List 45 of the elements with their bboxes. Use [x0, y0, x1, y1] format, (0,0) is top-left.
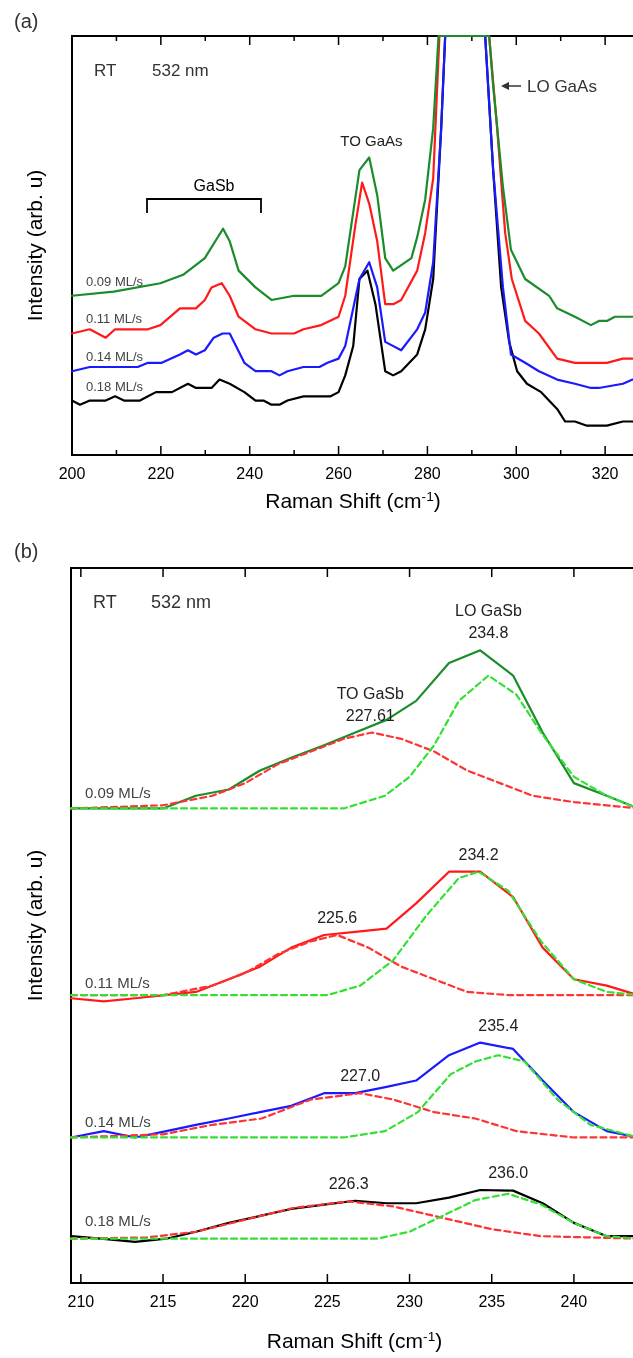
- series-label: 0.14 ML/s: [85, 1113, 151, 1131]
- annotation: GaSb: [193, 177, 235, 194]
- x-tick-label: 300: [502, 465, 530, 482]
- x-tick-label: 220: [147, 465, 175, 482]
- annotation: 226.3: [328, 1175, 369, 1193]
- annotation: TO GaSb: [336, 684, 405, 702]
- series-label: 0.09 ML/s: [85, 784, 151, 802]
- series-label: 0.11 ML/s: [85, 974, 150, 992]
- x-tick-label: 220: [231, 1293, 259, 1310]
- annotation: 227.0: [340, 1067, 381, 1085]
- chart-title: (a): [14, 10, 39, 32]
- annotation: LO GaSb: [455, 602, 522, 620]
- annotation: LO GaAs: [527, 77, 597, 96]
- annotation: RT: [94, 61, 117, 80]
- annotation: 532 nm: [152, 61, 209, 80]
- annotation: TO GaAs: [340, 131, 403, 149]
- x-tick-label: 235: [478, 1293, 506, 1310]
- annotation: 234.8: [468, 624, 509, 642]
- x-tick-label: 215: [149, 1293, 177, 1310]
- annotation: 235.4: [478, 1016, 519, 1034]
- series-label: 0.14 ML/s: [86, 349, 144, 365]
- chart-title: (b): [14, 540, 39, 562]
- series-label: 0.11 ML/s: [86, 311, 143, 327]
- x-tick-label: 225: [314, 1293, 341, 1310]
- x-tick-label: 240: [560, 1293, 588, 1310]
- x-tick-label: 260: [325, 465, 353, 482]
- series-label: 0.18 ML/s: [85, 1212, 151, 1230]
- text: RT: [93, 592, 117, 612]
- series-label: 0.18 ML/s: [86, 378, 144, 394]
- x-tick-label: 210: [67, 1293, 95, 1310]
- text: 532 nm: [151, 592, 212, 612]
- x-tick-label: 280: [414, 465, 441, 482]
- y-axis-title: Intensity (arb. u): [23, 169, 46, 322]
- x-axis-title: Raman Shift (cm$^{-1}$): [266, 1328, 443, 1352]
- annotation: 234.2: [458, 845, 499, 863]
- x-axis-title: Raman Shift (cm$^{-1}$): [265, 488, 441, 512]
- annotation: 227.61: [345, 706, 395, 724]
- series-label: 0.09 ML/s: [86, 273, 144, 289]
- x-tick-label: 320: [591, 465, 619, 482]
- annotation: 225.6: [317, 908, 358, 926]
- x-tick-label: 230: [396, 1293, 423, 1310]
- annotation: 236.0: [488, 1163, 529, 1181]
- y-axis-title: Intensity (arb. u): [23, 849, 46, 1002]
- x-tick-label: 200: [58, 465, 86, 482]
- x-tick-label: 240: [236, 465, 264, 482]
